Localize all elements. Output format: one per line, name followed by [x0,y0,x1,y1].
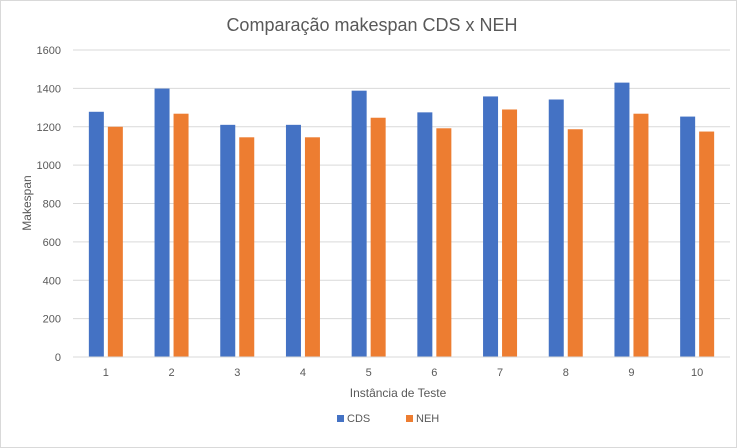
bar-cds-10 [680,116,696,357]
bar-neh-3 [239,137,255,357]
x-tick-label: 5 [366,367,372,379]
y-tick-label: 1000 [37,160,61,172]
bar-neh-2 [173,113,189,357]
bar-cds-6 [417,112,433,357]
y-axis-ticks: 0 200 400 600 800 1000 1200 1400 1600 [37,45,61,364]
x-tick-label: 9 [628,367,634,379]
legend-swatch-cds [337,415,344,422]
legend: CDS NEH [337,413,439,425]
bar-cds-2 [154,88,170,358]
x-tick-label: 1 [103,367,109,379]
x-axis-ticks: 1 2 3 4 5 6 7 8 9 10 [103,367,703,379]
legend-label-neh: NEH [416,413,439,425]
x-tick-label: 6 [431,367,437,379]
bar-neh-5 [370,117,386,357]
bar-neh-10 [699,131,715,357]
y-tick-label: 0 [55,352,61,364]
y-tick-label: 1600 [37,45,61,57]
chart-title: Comparação makespan CDS x NEH [226,15,517,35]
bar-neh-1 [107,126,123,357]
legend-swatch-neh [406,415,413,422]
bar-cds-5 [351,90,367,358]
bar-cds-9 [614,82,630,358]
y-tick-label: 1200 [37,122,61,134]
x-tick-label: 2 [168,367,174,379]
y-tick-label: 200 [43,314,61,326]
bar-neh-7 [502,109,518,357]
x-tick-label: 3 [234,367,240,379]
y-axis-title: Makespan [20,175,34,230]
legend-label-cds: CDS [347,413,370,425]
x-tick-label: 7 [497,367,503,379]
bar-cds-7 [483,96,499,357]
x-tick-label: 8 [563,367,569,379]
y-tick-label: 600 [43,237,61,249]
gridlines [73,49,730,320]
y-tick-label: 800 [43,199,61,211]
x-axis-title: Instância de Teste [350,386,447,400]
bar-neh-9 [633,113,649,357]
x-tick-label: 4 [300,367,306,379]
y-tick-label: 400 [43,275,61,287]
bars [88,82,715,358]
bar-cds-8 [548,99,564,357]
y-tick-label: 1400 [37,83,61,95]
bar-neh-8 [567,129,583,357]
bar-neh-4 [304,137,320,357]
bar-cds-1 [88,111,104,357]
bar-cds-4 [285,124,301,357]
x-tick-label: 10 [691,367,703,379]
bar-neh-6 [436,128,452,357]
bar-cds-3 [220,124,236,357]
